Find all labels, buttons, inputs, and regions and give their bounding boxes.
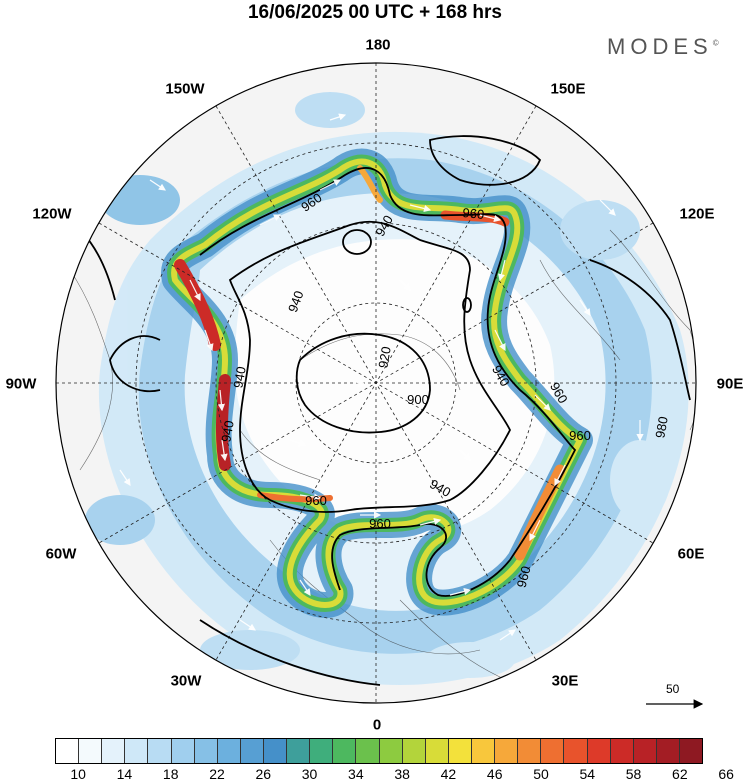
colorbar-swatch <box>56 739 80 763</box>
colorbar-swatch <box>610 739 634 763</box>
colorbar-tick-label: 22 <box>209 766 225 782</box>
lon-label-0: 0 <box>372 716 382 734</box>
colorbar-swatch <box>171 739 195 763</box>
lon-label-180: 180 <box>365 36 391 54</box>
lon-label-60w: 60W <box>45 545 77 563</box>
colorbar-swatch <box>656 739 680 763</box>
colorbar-swatch <box>425 739 449 763</box>
reference-vector: 50 <box>644 682 708 712</box>
lon-label-150e: 150E <box>550 80 586 98</box>
colorbar-swatch <box>125 739 149 763</box>
colorbar-tick-label: 10 <box>70 766 86 782</box>
colorbar-swatch <box>633 739 657 763</box>
lon-label-30e: 30E <box>551 672 579 690</box>
colorbar-swatch <box>287 739 311 763</box>
colorbar-tick-label: 46 <box>486 766 503 782</box>
colorbar-ticks: 10141822263034384246505458626670 <box>55 766 734 782</box>
colorbar-tick-label: 54 <box>579 766 596 782</box>
colorbar-swatch <box>518 739 542 763</box>
colorbar-swatch <box>194 739 218 763</box>
colorbar-swatch <box>263 739 288 763</box>
contour-label: 940 <box>230 365 249 389</box>
colorbar-swatch <box>679 739 703 763</box>
colorbar-tick-label: 34 <box>348 766 364 782</box>
map-title: 16/06/2025 00 UTC + 168 hrs <box>247 2 503 23</box>
colorbar-swatch <box>240 739 264 763</box>
reference-arrow-icon <box>646 699 704 709</box>
lon-label-90e: 90E <box>716 375 744 393</box>
colorbar-tick-label: 50 <box>533 766 549 782</box>
colorbar-tick-label: 66 <box>718 766 734 782</box>
colorbar-swatch <box>310 739 334 763</box>
lon-label-120e: 120E <box>679 205 715 223</box>
contour-label: 960 <box>514 564 534 589</box>
lon-label-150w: 150W <box>165 80 205 98</box>
copyright-mark: © <box>712 38 719 48</box>
contour-label: 940 <box>285 289 307 315</box>
contour-label: 960 <box>569 428 591 443</box>
reference-vector-label: 50 <box>666 682 680 696</box>
colorbar-swatch <box>448 739 472 763</box>
colorbar-swatch <box>379 739 403 763</box>
lon-label-30w: 30W <box>170 672 202 690</box>
colorbar-swatch <box>102 739 126 763</box>
colorbar-swatch <box>471 739 496 763</box>
colorbar <box>55 738 703 764</box>
colorbar-swatch <box>217 739 241 763</box>
contour-label: 980 <box>652 415 671 439</box>
lon-label-60e: 60E <box>677 545 705 563</box>
colorbar-tick-label: 14 <box>116 766 133 782</box>
colorbar-tick-label: 58 <box>625 766 642 782</box>
colorbar-swatch <box>495 739 519 763</box>
colorbar-tick-label: 18 <box>162 766 179 782</box>
colorbar-tick-label: 30 <box>301 766 318 782</box>
colorbar-swatch <box>541 739 565 763</box>
contour-label: 900 <box>407 392 429 407</box>
colorbar-swatch <box>356 739 380 763</box>
contour-label: 940 <box>218 419 237 443</box>
colorbar-tick-label: 26 <box>255 766 272 782</box>
contour-label: 960 <box>305 493 327 508</box>
graticule <box>56 63 696 703</box>
map-border <box>55 62 697 704</box>
lon-label-90w: 90W <box>5 375 37 393</box>
contour-label: 960 <box>369 516 391 531</box>
colorbar-swatch <box>333 739 357 763</box>
contour-label: 960 <box>462 205 485 222</box>
brand-text: MODES <box>607 34 713 59</box>
colorbar-tick-label: 62 <box>672 766 688 782</box>
colorbar-swatch <box>564 739 588 763</box>
colorbar-swatch <box>587 739 611 763</box>
contour-label: 920 <box>375 345 394 369</box>
colorbar-swatch <box>148 739 172 763</box>
geopotential-contours <box>79 135 691 686</box>
lon-label-120w: 120W <box>32 205 72 223</box>
colorbar-tick-label: 42 <box>440 766 457 782</box>
colorbar-swatch <box>402 739 426 763</box>
colorbar-tick-label: 38 <box>394 766 410 782</box>
modes-logo: MODES© <box>607 34 719 60</box>
colorbar-swatch <box>79 739 103 763</box>
wind-vectors <box>119 113 644 641</box>
